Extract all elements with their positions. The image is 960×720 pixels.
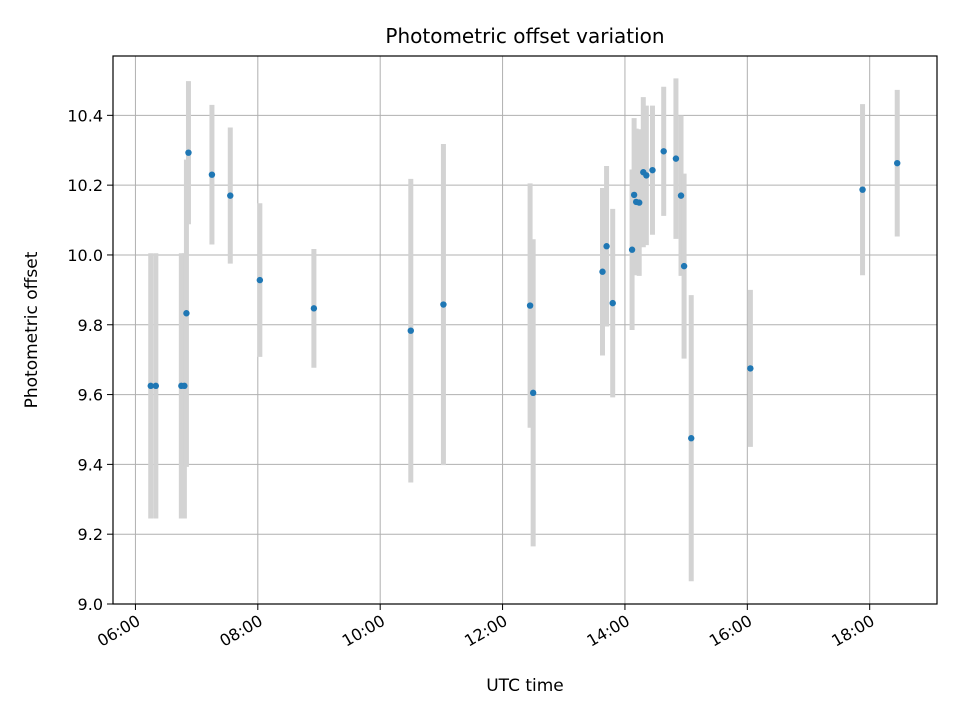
chart-title: Photometric offset variation xyxy=(385,24,664,48)
data-point xyxy=(183,310,190,317)
data-point xyxy=(603,243,610,250)
grid xyxy=(113,56,937,605)
data-point xyxy=(609,299,616,307)
data-point xyxy=(630,191,638,199)
data-point xyxy=(181,382,188,390)
y-axis-label: Photometric offset xyxy=(22,251,42,408)
data-point xyxy=(227,192,234,199)
data-point xyxy=(672,155,680,162)
data-point xyxy=(747,365,754,372)
y-tick-label: 9.2 xyxy=(78,525,103,544)
data-point xyxy=(628,246,636,253)
data-point xyxy=(859,186,866,193)
plot-frame xyxy=(112,55,938,605)
y-tick-label: 9.0 xyxy=(78,595,103,614)
data-point xyxy=(649,166,656,174)
data-point xyxy=(256,276,264,284)
data-point xyxy=(526,302,534,309)
data-point xyxy=(636,199,643,206)
data-point xyxy=(152,382,160,390)
data-point xyxy=(529,389,537,397)
data-point xyxy=(599,268,606,275)
data-point xyxy=(185,149,192,156)
y-tick-label: 9.8 xyxy=(78,316,103,335)
y-tick-label: 9.4 xyxy=(78,455,103,474)
data-point xyxy=(688,435,695,442)
data-point xyxy=(208,171,216,178)
data-point xyxy=(440,301,447,308)
data-point xyxy=(660,148,667,155)
x-axis-label: UTC time xyxy=(486,676,564,696)
y-tick-label: 9.6 xyxy=(78,386,103,405)
data-point xyxy=(407,327,414,334)
y-axis-ticks: 9.0 9.2 9.4 9.6 9.8 10.0 10.2 10.4 xyxy=(67,106,113,614)
data-point xyxy=(894,159,901,167)
data-points xyxy=(147,148,901,442)
y-tick-label: 10.4 xyxy=(67,106,103,125)
data-point xyxy=(680,262,688,270)
y-tick-label: 10.0 xyxy=(67,246,103,265)
data-point xyxy=(147,382,154,390)
y-tick-label: 10.2 xyxy=(67,176,103,195)
data-point xyxy=(643,172,650,179)
data-point xyxy=(310,305,318,312)
data-point xyxy=(677,192,685,199)
